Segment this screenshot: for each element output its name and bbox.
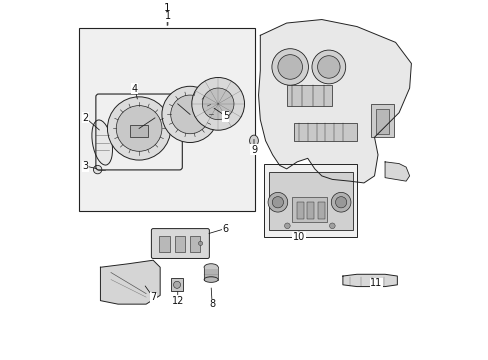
Text: 10: 10 <box>292 233 305 242</box>
Text: 1: 1 <box>163 3 170 13</box>
Bar <box>159 236 170 252</box>
Circle shape <box>317 56 339 78</box>
Text: 6: 6 <box>222 224 228 234</box>
Text: 8: 8 <box>209 299 215 309</box>
Circle shape <box>170 95 209 134</box>
Circle shape <box>329 223 334 229</box>
Bar <box>170 279 183 291</box>
Text: 7: 7 <box>150 292 156 302</box>
Circle shape <box>271 49 308 85</box>
Bar <box>293 123 356 141</box>
Text: 5: 5 <box>223 111 228 121</box>
Circle shape <box>267 192 287 212</box>
Circle shape <box>198 241 202 246</box>
Bar <box>291 197 326 221</box>
Bar <box>203 267 218 280</box>
Polygon shape <box>384 162 409 181</box>
Bar <box>174 236 185 252</box>
Polygon shape <box>258 19 410 183</box>
Bar <box>286 85 332 105</box>
Text: 11: 11 <box>369 278 382 288</box>
Ellipse shape <box>203 277 218 282</box>
Circle shape <box>116 105 162 151</box>
Bar <box>130 125 147 137</box>
Circle shape <box>330 192 350 212</box>
Ellipse shape <box>92 120 112 165</box>
Circle shape <box>93 165 102 174</box>
Text: 12: 12 <box>171 296 183 306</box>
Bar <box>375 109 388 134</box>
Text: 2: 2 <box>82 113 89 123</box>
Ellipse shape <box>203 264 218 271</box>
Text: 9: 9 <box>250 144 257 154</box>
Bar <box>189 236 200 252</box>
Bar <box>306 202 313 219</box>
Circle shape <box>202 88 233 120</box>
Circle shape <box>272 197 283 208</box>
FancyBboxPatch shape <box>151 229 209 258</box>
Bar <box>296 202 303 219</box>
Circle shape <box>107 97 170 160</box>
Bar <box>264 163 356 237</box>
Ellipse shape <box>249 135 258 147</box>
Bar <box>317 202 324 219</box>
Text: 3: 3 <box>82 161 88 171</box>
Bar <box>268 172 353 230</box>
Bar <box>79 28 255 211</box>
Circle shape <box>335 197 346 208</box>
Text: 1: 1 <box>164 11 171 21</box>
Circle shape <box>191 77 244 130</box>
Circle shape <box>162 86 218 143</box>
Circle shape <box>311 50 345 84</box>
Circle shape <box>284 223 289 229</box>
Text: 4: 4 <box>132 84 138 94</box>
Circle shape <box>277 55 302 79</box>
Circle shape <box>173 281 180 288</box>
Polygon shape <box>342 274 397 287</box>
Polygon shape <box>100 260 160 304</box>
Bar <box>370 104 393 137</box>
